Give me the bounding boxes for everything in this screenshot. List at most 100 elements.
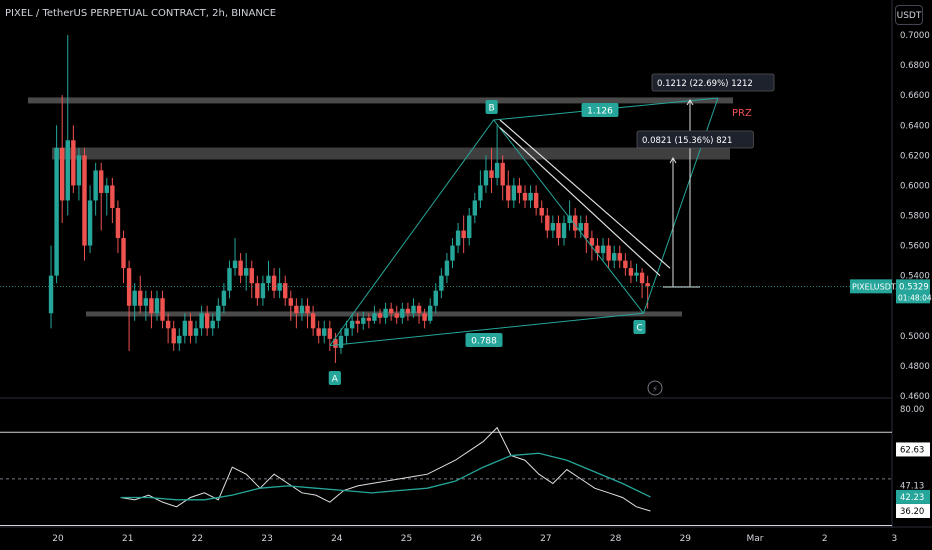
candle-body <box>76 155 82 186</box>
candle-body <box>126 268 132 306</box>
price-tick-label: 0.7000 <box>900 31 930 41</box>
candle-body <box>338 335 344 348</box>
candle-body <box>93 170 98 201</box>
candle-body <box>344 328 349 336</box>
candle-body <box>472 200 478 216</box>
price-tick-label: 0.5000 <box>900 332 930 342</box>
candle-body <box>299 305 305 314</box>
candle-body <box>171 328 176 344</box>
rsi-line <box>120 426 651 512</box>
time-tick-label: 2 <box>822 534 828 544</box>
time-axis: 20 21 22 23 24 25 26 27 28 29 Mar 2 3 <box>0 526 932 544</box>
prz-zone-top <box>28 97 733 104</box>
time-tick-label: Mar <box>747 534 764 544</box>
candle-body <box>288 298 293 306</box>
chart-title: PIXEL / TetherUS PERPETUAL CONTRACT, 2h,… <box>5 8 277 19</box>
time-tick-label: 23 <box>261 534 272 544</box>
candle-body <box>366 317 372 321</box>
price-tick-label: 0.6000 <box>900 181 930 191</box>
point-c-label-box <box>633 320 646 334</box>
time-tick-label: 29 <box>680 534 692 544</box>
candle-body <box>71 140 76 186</box>
candle-body <box>121 238 126 269</box>
point-b-label-box <box>485 100 498 114</box>
time-tick-label: 3 <box>892 534 898 544</box>
candle-body <box>260 283 266 299</box>
candle-body <box>277 283 282 291</box>
time-tick-label: 28 <box>610 534 622 544</box>
price-tick-label: 0.6200 <box>900 151 930 161</box>
candle-body <box>550 223 556 231</box>
candle-body <box>204 313 210 329</box>
candle-body <box>154 298 160 314</box>
price-tick-label: 0.6800 <box>900 61 930 71</box>
candle-body <box>316 328 321 336</box>
candle-body <box>584 223 589 239</box>
candle-body <box>561 223 567 239</box>
candle-body <box>216 305 221 321</box>
candle-body <box>266 275 271 284</box>
price-tick-label: 0.5800 <box>900 212 930 222</box>
candle-body <box>567 215 572 224</box>
candle-body <box>422 313 427 321</box>
rsi-ma-line <box>120 452 651 501</box>
price-tick-label: 0.4600 <box>900 392 930 402</box>
candle-body <box>48 275 54 314</box>
candle-body <box>489 170 494 178</box>
candle-body <box>65 140 70 201</box>
time-tick-label: 27 <box>540 534 551 544</box>
candle-body <box>138 290 143 306</box>
candle-body <box>511 185 517 201</box>
candle-body <box>104 185 109 193</box>
candle-body <box>132 290 137 306</box>
candle-body <box>416 305 422 314</box>
candle-body <box>143 298 149 306</box>
candle-body <box>255 283 260 299</box>
ratio-ac-label-box <box>465 333 503 347</box>
candle-body <box>433 290 438 306</box>
candle-body <box>193 328 199 336</box>
ratio-bd-label: 1.126 <box>587 107 613 117</box>
candle-body <box>110 185 115 208</box>
prz-label: PRZ <box>732 108 752 119</box>
trendline-upper <box>499 119 671 269</box>
measure-label-large-box <box>651 73 775 92</box>
candle-body <box>506 185 511 201</box>
currency-button[interactable]: USDT <box>895 5 923 25</box>
candle-body <box>494 162 500 178</box>
last-price-value: 0.5329 <box>899 282 929 292</box>
candle-body <box>427 305 433 321</box>
candle-body <box>595 245 600 254</box>
symbol-tag-box <box>850 279 892 294</box>
measure-arrow-small-head <box>669 157 677 164</box>
candle-body <box>556 223 561 239</box>
rsi-ma-value: 42.23 <box>900 493 924 503</box>
candle-body <box>294 305 299 314</box>
lightning-icon <box>647 380 663 396</box>
resistance-zone <box>52 147 730 160</box>
candle-body <box>405 308 411 314</box>
candle-body <box>115 207 121 239</box>
candle-body <box>160 298 165 321</box>
candle-body <box>99 170 104 193</box>
symbol-tag: PIXELUSDT.P <box>852 282 902 291</box>
candle-body <box>411 305 416 314</box>
candle-body <box>533 192 539 208</box>
candle-body <box>517 185 522 193</box>
lightning-glyph: ⚡ <box>652 385 658 395</box>
price-tick-label: 0.5400 <box>900 272 930 282</box>
candle-body <box>606 245 611 261</box>
price-axis: 0.7000 0.6800 0.6600 0.6400 0.6200 0.6000 0.58… <box>0 31 932 402</box>
rsi-value: 36.20 <box>900 507 924 517</box>
rsi-mid-label: 47.13 <box>900 482 924 492</box>
candle-body <box>444 260 450 276</box>
candle-body <box>177 335 182 344</box>
candle-body <box>522 192 528 201</box>
candle-body <box>349 320 355 329</box>
candle-body <box>483 170 489 186</box>
candle-body <box>249 268 254 284</box>
price-tick-label: 0.5600 <box>900 242 930 252</box>
candle-body <box>388 308 394 314</box>
